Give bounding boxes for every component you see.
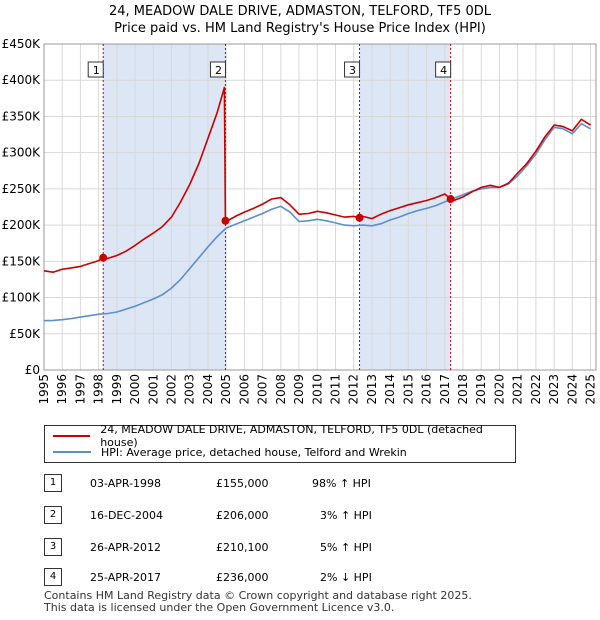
sale-point <box>446 195 455 204</box>
x-tick-label: 2016 <box>420 374 434 405</box>
transaction-hpi-change: 3% ↑ HPI <box>320 509 372 522</box>
x-tick-label: 2017 <box>438 374 452 405</box>
sale-marker-box <box>87 61 104 78</box>
y-tick-label: £350K <box>2 109 42 123</box>
x-tick-label: 2000 <box>128 374 142 405</box>
transaction-price: £236,000 <box>216 571 269 584</box>
transaction-price: £210,100 <box>216 541 269 554</box>
legend-property-label: 24, MEADOW DALE DRIVE, ADMASTON, TELFORD… <box>100 423 483 449</box>
x-tick-label: 2004 <box>201 374 215 405</box>
chart-title-line-1: 24, MEADOW DALE DRIVE, ADMASTON, TELFORD… <box>108 4 492 19</box>
transaction-date: 16-DEC-2004 <box>90 509 164 522</box>
sale-marker-label: 1 <box>93 64 100 77</box>
transaction-row: 1 03-APR-1998 £155,000 98% ↑ HPI <box>44 474 464 494</box>
y-tick-label: £150K <box>2 254 42 268</box>
x-tick-label: 2003 <box>183 374 197 405</box>
transaction-number: 2 <box>44 506 62 524</box>
transaction-hpi-change: 2% ↓ HPI <box>320 571 372 584</box>
transaction-date: 03-APR-1998 <box>90 477 162 490</box>
x-tick-label: 2021 <box>511 374 525 405</box>
x-tick-label: 2013 <box>365 374 379 405</box>
x-tick-label: 1996 <box>55 374 69 405</box>
transaction-number: 1 <box>44 474 62 492</box>
y-tick-label: £450K <box>2 37 42 51</box>
sale-marker-label: 4 <box>440 64 447 77</box>
y-tick-label: £200K <box>2 218 42 232</box>
x-tick-label: 2015 <box>401 374 415 405</box>
x-tick-label: 1998 <box>92 374 106 405</box>
price-chart: £0 £50K £100K £150K £200K £250K £300K £350K £400… <box>2 37 598 405</box>
x-tick-label: 2019 <box>474 374 488 405</box>
sale-marker-box <box>435 61 452 78</box>
x-tick-label: 2002 <box>165 374 179 405</box>
transaction-date: 25-APR-2017 <box>90 571 162 584</box>
transaction-row: 3 26-APR-2012 £210,100 5% ↑ HPI <box>44 538 464 558</box>
sale-marker-label: 3 <box>349 64 356 77</box>
chart-title-line-2: Price paid vs. HM Land Registry's House … <box>114 21 486 36</box>
legend-hpi-label: HPI: Average price, detached house, Telf… <box>101 445 407 459</box>
transaction-number: 4 <box>44 568 62 586</box>
transaction-hpi-change: 5% ↑ HPI <box>320 541 372 554</box>
footer-copyright: Contains HM Land Registry data © Crown c… <box>44 589 472 602</box>
x-tick-label: 2010 <box>310 374 324 405</box>
y-tick-label: £0 <box>25 363 40 377</box>
transaction-hpi-change: 98% ↑ HPI <box>312 477 371 490</box>
property-line-swatch <box>53 435 91 437</box>
x-tick-label: 2018 <box>456 374 470 405</box>
x-tick-label: 2012 <box>347 374 361 405</box>
legend-item-hpi: HPI: Average price, detached house, Telf… <box>53 444 407 460</box>
sale-marker-box <box>209 61 226 78</box>
x-tick-label: 2011 <box>328 374 342 405</box>
footer-licence: This data is licensed under the Open Gov… <box>44 601 395 614</box>
x-tick-label: 2007 <box>256 374 270 405</box>
x-tick-label: 2001 <box>146 374 160 405</box>
x-tick-label: 2025 <box>584 374 598 405</box>
y-tick-label: £300K <box>2 146 42 160</box>
x-tick-label: 2014 <box>383 374 397 405</box>
transaction-number: 3 <box>44 538 62 556</box>
sale-point <box>221 216 230 225</box>
x-tick-label: 1995 <box>37 374 51 405</box>
y-tick-label: £50K <box>9 327 41 341</box>
transaction-date: 26-APR-2012 <box>90 541 162 554</box>
hpi-line-swatch <box>53 451 91 453</box>
x-tick-label: 1997 <box>73 374 87 405</box>
sale-point <box>99 253 108 262</box>
sale-marker-box <box>344 61 361 78</box>
transaction-price: £206,000 <box>216 509 269 522</box>
shaded-span <box>103 44 226 370</box>
x-tick-label: 2006 <box>237 374 251 405</box>
y-tick-label: £100K <box>2 291 42 305</box>
transaction-price: £155,000 <box>216 477 269 490</box>
sale-point <box>355 213 364 222</box>
x-tick-label: 1999 <box>110 374 124 405</box>
x-tick-label: 2008 <box>274 374 288 405</box>
x-tick-label: 2020 <box>492 374 506 405</box>
shaded-span <box>359 44 451 370</box>
x-tick-label: 2022 <box>529 374 543 405</box>
transaction-row: 4 25-APR-2017 £236,000 2% ↓ HPI <box>44 568 464 588</box>
legend-item-property: 24, MEADOW DALE DRIVE, ADMASTON, TELFORD… <box>53 423 515 449</box>
y-tick-label: £250K <box>2 182 42 196</box>
chart-legend: 24, MEADOW DALE DRIVE, ADMASTON, TELFORD… <box>44 423 516 463</box>
x-tick-label: 2005 <box>219 374 233 405</box>
x-tick-label: 2024 <box>565 374 579 405</box>
property-price-line <box>43 86 591 274</box>
plot-frame <box>43 43 597 371</box>
x-tick-label: 2009 <box>292 374 306 405</box>
x-tick-label: 2023 <box>547 374 561 405</box>
footer-attribution: Contains HM Land Registry data © Crown c… <box>44 590 472 614</box>
sale-marker-label: 2 <box>215 64 222 77</box>
y-tick-label: £400K <box>2 73 42 87</box>
transaction-row: 2 16-DEC-2004 £206,000 3% ↑ HPI <box>44 506 464 526</box>
